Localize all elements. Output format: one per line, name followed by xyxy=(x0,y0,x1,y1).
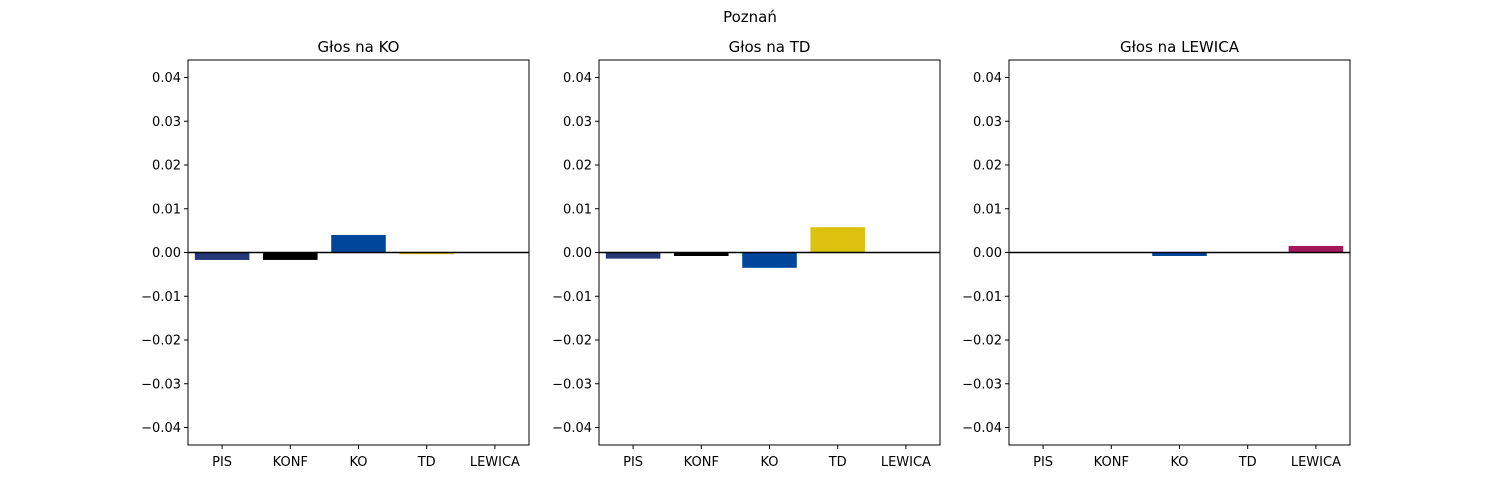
bar-td xyxy=(399,252,454,255)
y-tick-label: 0.04 xyxy=(973,71,1002,86)
x-tick-label-ko: KO xyxy=(349,455,367,470)
y-tick-label: 0.01 xyxy=(152,202,181,217)
y-tick-label: 0.02 xyxy=(563,159,592,174)
y-tick-label: −0.02 xyxy=(552,334,592,349)
panel-title: Głos na TD xyxy=(729,38,811,56)
y-tick-label: 0.00 xyxy=(973,246,1002,261)
bar-lewica xyxy=(1288,245,1344,253)
x-tick-label-ko: KO xyxy=(1170,455,1188,470)
figure-title: Poznań xyxy=(723,8,777,26)
y-tick-label: −0.04 xyxy=(552,421,592,436)
y-tick-label: −0.02 xyxy=(962,334,1002,349)
y-tick-label: 0.04 xyxy=(563,71,592,86)
bar-ko xyxy=(742,252,797,268)
chart-panel-ko: Głos na KO 0.04 0.03 0.02 0.01 0.00 −0.01 −0.02… xyxy=(141,38,530,470)
x-tick-label-td: TD xyxy=(417,455,436,470)
x-tick-label-ko: KO xyxy=(760,455,778,470)
y-tick-label: 0.04 xyxy=(152,71,181,86)
y-tick-label: −0.01 xyxy=(552,290,592,305)
bar-konf xyxy=(674,252,729,256)
bar-ko xyxy=(331,235,386,253)
x-tick-label-lewica: LEWICA xyxy=(470,455,520,470)
x-tick-label-lewica: LEWICA xyxy=(881,455,931,470)
y-tick-label: −0.03 xyxy=(962,377,1002,392)
y-tick-label: 0.02 xyxy=(973,159,1002,174)
y-tick-label: −0.03 xyxy=(552,377,592,392)
x-tick-label-pis: PIS xyxy=(212,455,232,470)
chart-panel-lewica: Głos na LEWICA 0.04 0.03 0.02 0.01 0.00 −0.01 −… xyxy=(962,38,1351,470)
y-tick-label: −0.01 xyxy=(141,290,181,305)
y-tick-label: −0.04 xyxy=(962,421,1002,436)
chart-panel-td: Głos na TD 0.04 0.03 0.02 0.01 0.00 −0.01 −0.02… xyxy=(552,38,941,470)
y-tick-label: −0.01 xyxy=(962,290,1002,305)
bar-konf xyxy=(263,252,318,260)
bar-td xyxy=(810,227,865,253)
y-tick-label: 0.03 xyxy=(973,115,1002,130)
y-tick-label: −0.03 xyxy=(141,377,181,392)
x-tick-label-pis: PIS xyxy=(1033,455,1053,470)
panel-title: Głos na LEWICA xyxy=(1120,38,1240,56)
y-tick-label: 0.01 xyxy=(973,202,1002,217)
x-tick-label-pis: PIS xyxy=(623,455,643,470)
bar-pis xyxy=(194,252,250,260)
y-tick-label: −0.02 xyxy=(141,334,181,349)
y-tick-label: 0.00 xyxy=(563,246,592,261)
bar-pis xyxy=(605,252,661,259)
x-tick-label-lewica: LEWICA xyxy=(1291,455,1341,470)
x-tick-label-konf: KONF xyxy=(273,455,308,470)
y-tick-label: 0.02 xyxy=(152,159,181,174)
x-tick-label-konf: KONF xyxy=(1094,455,1129,470)
y-tick-label: −0.04 xyxy=(141,421,181,436)
panel-title: Głos na KO xyxy=(318,38,400,56)
x-tick-label-konf: KONF xyxy=(684,455,719,470)
y-tick-label: 0.03 xyxy=(563,115,592,130)
bar-ko xyxy=(1152,252,1207,256)
y-tick-label: 0.03 xyxy=(152,115,181,130)
x-tick-label-td: TD xyxy=(828,455,847,470)
y-tick-label: 0.01 xyxy=(563,202,592,217)
x-tick-label-td: TD xyxy=(1238,455,1257,470)
y-tick-label: 0.00 xyxy=(152,246,181,261)
